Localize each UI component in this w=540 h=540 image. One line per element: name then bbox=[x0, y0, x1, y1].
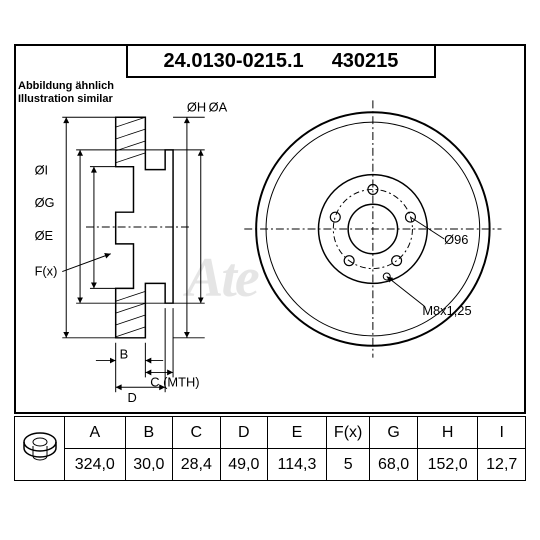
part-number-full: 24.0130-0215.1 bbox=[164, 50, 304, 73]
disc-icon-cell bbox=[15, 417, 65, 481]
label-c: C (MTH) bbox=[150, 374, 199, 389]
label-dia-i: ØI bbox=[35, 163, 49, 178]
front-view bbox=[244, 100, 501, 357]
spec-table: A B C D E F(x) G H I 324,0 30,0 28,4 49,… bbox=[14, 416, 526, 481]
brake-disc-icon bbox=[20, 425, 60, 473]
col-d: D bbox=[220, 417, 267, 449]
col-a: A bbox=[65, 417, 126, 449]
technical-drawing: ØI ØG ØE ØH ØA F(x) B C (MTH) D bbox=[16, 46, 524, 412]
col-h: H bbox=[417, 417, 478, 449]
part-number-short: 430215 bbox=[332, 50, 399, 73]
val-b: 30,0 bbox=[125, 449, 172, 481]
drawing-frame: 24.0130-0215.1 430215 Abbildung ähnlich … bbox=[14, 44, 526, 414]
val-d: 49,0 bbox=[220, 449, 267, 481]
label-d: D bbox=[128, 390, 137, 405]
col-b: B bbox=[125, 417, 172, 449]
label-b: B bbox=[120, 347, 129, 362]
label-dia-g: ØG bbox=[35, 195, 55, 210]
val-c: 28,4 bbox=[173, 449, 220, 481]
val-g: 68,0 bbox=[370, 449, 417, 481]
label-thread: M8x1,25 bbox=[422, 303, 471, 318]
val-a: 324,0 bbox=[65, 449, 126, 481]
val-i: 12,7 bbox=[478, 449, 526, 481]
title-box: 24.0130-0215.1 430215 bbox=[126, 44, 436, 78]
val-fx: 5 bbox=[326, 449, 369, 481]
col-fx: F(x) bbox=[326, 417, 369, 449]
label-dia-h: ØH bbox=[187, 99, 206, 114]
label-fx: F(x) bbox=[35, 263, 58, 278]
label-dia-96: Ø96 bbox=[444, 232, 468, 247]
col-c: C bbox=[173, 417, 220, 449]
val-e: 114,3 bbox=[268, 449, 327, 481]
label-dia-a: ØA bbox=[209, 99, 228, 114]
val-h: 152,0 bbox=[417, 449, 478, 481]
col-g: G bbox=[370, 417, 417, 449]
col-e: E bbox=[268, 417, 327, 449]
table-header-row: A B C D E F(x) G H I bbox=[15, 417, 526, 449]
label-dia-e: ØE bbox=[35, 228, 54, 243]
table-value-row: 324,0 30,0 28,4 49,0 114,3 5 68,0 152,0 … bbox=[15, 449, 526, 481]
col-i: I bbox=[478, 417, 526, 449]
